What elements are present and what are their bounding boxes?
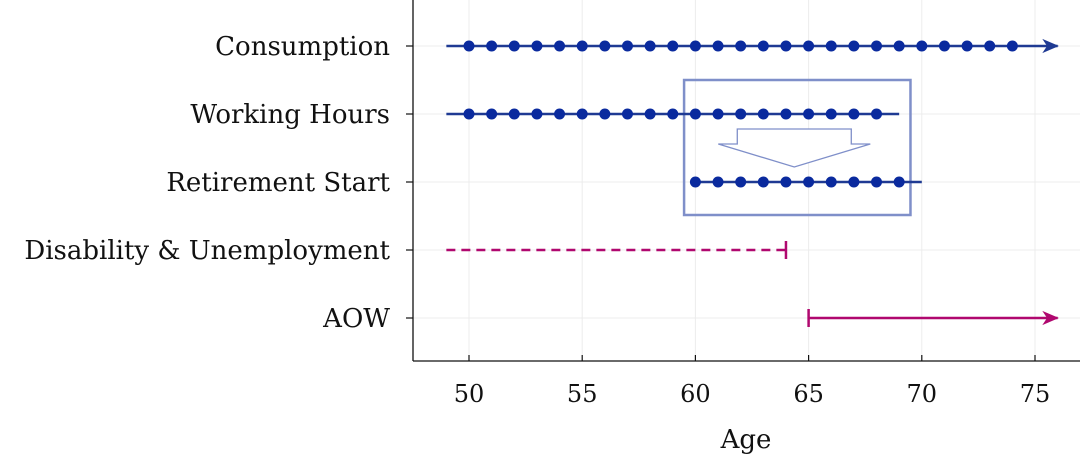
x-tick-label: 50	[454, 380, 485, 408]
data-point	[780, 108, 792, 120]
category-labels: Consumption Working Hours Retirement Start…	[24, 32, 413, 334]
category-label: Disability & Unemployment	[24, 236, 390, 266]
down-arrow-icon	[718, 128, 871, 168]
data-point	[893, 40, 905, 52]
data-point	[757, 108, 769, 120]
data-point	[938, 40, 950, 52]
x-tick-label: 70	[907, 380, 938, 408]
data-point	[554, 40, 566, 52]
data-point	[893, 176, 905, 188]
axes	[412, 0, 1080, 362]
x-tick-label: 65	[793, 380, 824, 408]
data-point	[554, 108, 566, 120]
data-point	[531, 108, 543, 120]
data-point	[576, 108, 588, 120]
data-point	[486, 40, 498, 52]
category-label: Working Hours	[190, 100, 390, 130]
annotation	[682, 78, 912, 217]
data-point	[757, 176, 769, 188]
data-point	[1006, 40, 1018, 52]
data-point	[621, 40, 633, 52]
data-point	[689, 40, 701, 52]
category-label: Consumption	[215, 32, 390, 62]
data-point	[825, 176, 837, 188]
data-point	[689, 176, 701, 188]
data-point	[803, 40, 815, 52]
grid	[413, 0, 1080, 361]
data-point	[871, 176, 883, 188]
data-point	[871, 108, 883, 120]
category-label: Retirement Start	[166, 168, 390, 198]
data-point	[644, 108, 656, 120]
data-point	[463, 108, 475, 120]
x-axis-title: Age	[720, 425, 772, 455]
arrow-head	[1042, 310, 1059, 326]
data-point	[621, 108, 633, 120]
data-point	[803, 108, 815, 120]
data-point	[735, 108, 747, 120]
category-label: AOW	[322, 304, 390, 334]
data-point	[848, 176, 860, 188]
data-point	[848, 108, 860, 120]
arrow-head	[1042, 38, 1059, 54]
data-point	[848, 40, 860, 52]
data-point	[984, 40, 996, 52]
data-point	[508, 40, 520, 52]
annotation-box	[682, 78, 912, 217]
data-point	[803, 176, 815, 188]
data-point	[825, 108, 837, 120]
data-point	[757, 40, 769, 52]
x-tick-label: 60	[680, 380, 711, 408]
data-point	[689, 108, 701, 120]
x-tick-label: 55	[567, 380, 598, 408]
data-point	[486, 108, 498, 120]
data-point	[667, 40, 679, 52]
data-point	[508, 108, 520, 120]
data-point	[667, 108, 679, 120]
data-point	[871, 40, 883, 52]
data-point	[599, 40, 611, 52]
data-point	[780, 176, 792, 188]
data-point	[780, 40, 792, 52]
data-point	[576, 40, 588, 52]
data-point	[712, 40, 724, 52]
data-point	[735, 40, 747, 52]
data-point	[961, 40, 973, 52]
data-point	[599, 108, 611, 120]
data-point	[463, 40, 475, 52]
data-point	[825, 40, 837, 52]
data-point	[531, 40, 543, 52]
data-point	[712, 108, 724, 120]
x-ticks: 50 55 60 65 70 75	[454, 355, 1051, 408]
data-point	[644, 40, 656, 52]
series	[446, 38, 1059, 327]
data-point	[735, 176, 747, 188]
data-point	[916, 40, 928, 52]
x-tick-label: 75	[1020, 380, 1051, 408]
data-point	[712, 176, 724, 188]
